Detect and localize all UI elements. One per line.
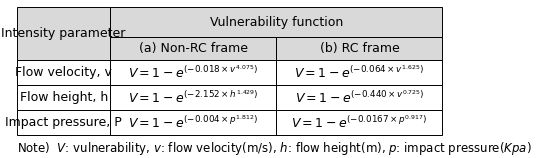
Text: Flow velocity, v: Flow velocity, v	[15, 66, 112, 79]
Text: Note)  $V$: vulnerability, $v$: flow velocity(m/s), $h$: flow height(m), $p$: im: Note) $V$: vulnerability, $v$: flow velo…	[17, 140, 531, 157]
FancyBboxPatch shape	[17, 7, 110, 60]
Text: $V=1-e^{(-0.004 \times p^{1.812})}$: $V=1-e^{(-0.004 \times p^{1.812})}$	[128, 114, 258, 131]
FancyBboxPatch shape	[276, 110, 442, 135]
Text: Intensity parameter: Intensity parameter	[2, 27, 126, 40]
FancyBboxPatch shape	[110, 60, 276, 85]
Text: $V=1-e^{(-0.064 \times v^{1.625})}$: $V=1-e^{(-0.064 \times v^{1.625})}$	[294, 64, 424, 81]
FancyBboxPatch shape	[110, 110, 276, 135]
Text: $V=1-e^{(-0.0167 \times p^{0.917})}$: $V=1-e^{(-0.0167 \times p^{0.917})}$	[292, 114, 428, 131]
Text: $V=1-e^{(-0.018 \times v^{4.075})}$: $V=1-e^{(-0.018 \times v^{4.075})}$	[128, 64, 258, 81]
FancyBboxPatch shape	[276, 60, 442, 85]
Text: $V=1-e^{(-2.152 \times h^{1.429})}$: $V=1-e^{(-2.152 \times h^{1.429})}$	[128, 89, 259, 106]
FancyBboxPatch shape	[110, 37, 276, 60]
FancyBboxPatch shape	[17, 110, 110, 135]
FancyBboxPatch shape	[17, 85, 110, 110]
FancyBboxPatch shape	[110, 85, 276, 110]
Text: (b) RC frame: (b) RC frame	[319, 42, 399, 55]
FancyBboxPatch shape	[110, 7, 442, 37]
Text: (a) Non-RC frame: (a) Non-RC frame	[139, 42, 248, 55]
FancyBboxPatch shape	[276, 37, 442, 60]
Text: Vulnerability function: Vulnerability function	[210, 15, 343, 29]
FancyBboxPatch shape	[276, 85, 442, 110]
Text: Flow height, h: Flow height, h	[20, 91, 108, 104]
FancyBboxPatch shape	[17, 60, 110, 85]
Text: $V=1-e^{(-0.440 \times v^{0.725})}$: $V=1-e^{(-0.440 \times v^{0.725})}$	[295, 89, 424, 106]
Text: Impact pressure, P: Impact pressure, P	[5, 116, 122, 129]
